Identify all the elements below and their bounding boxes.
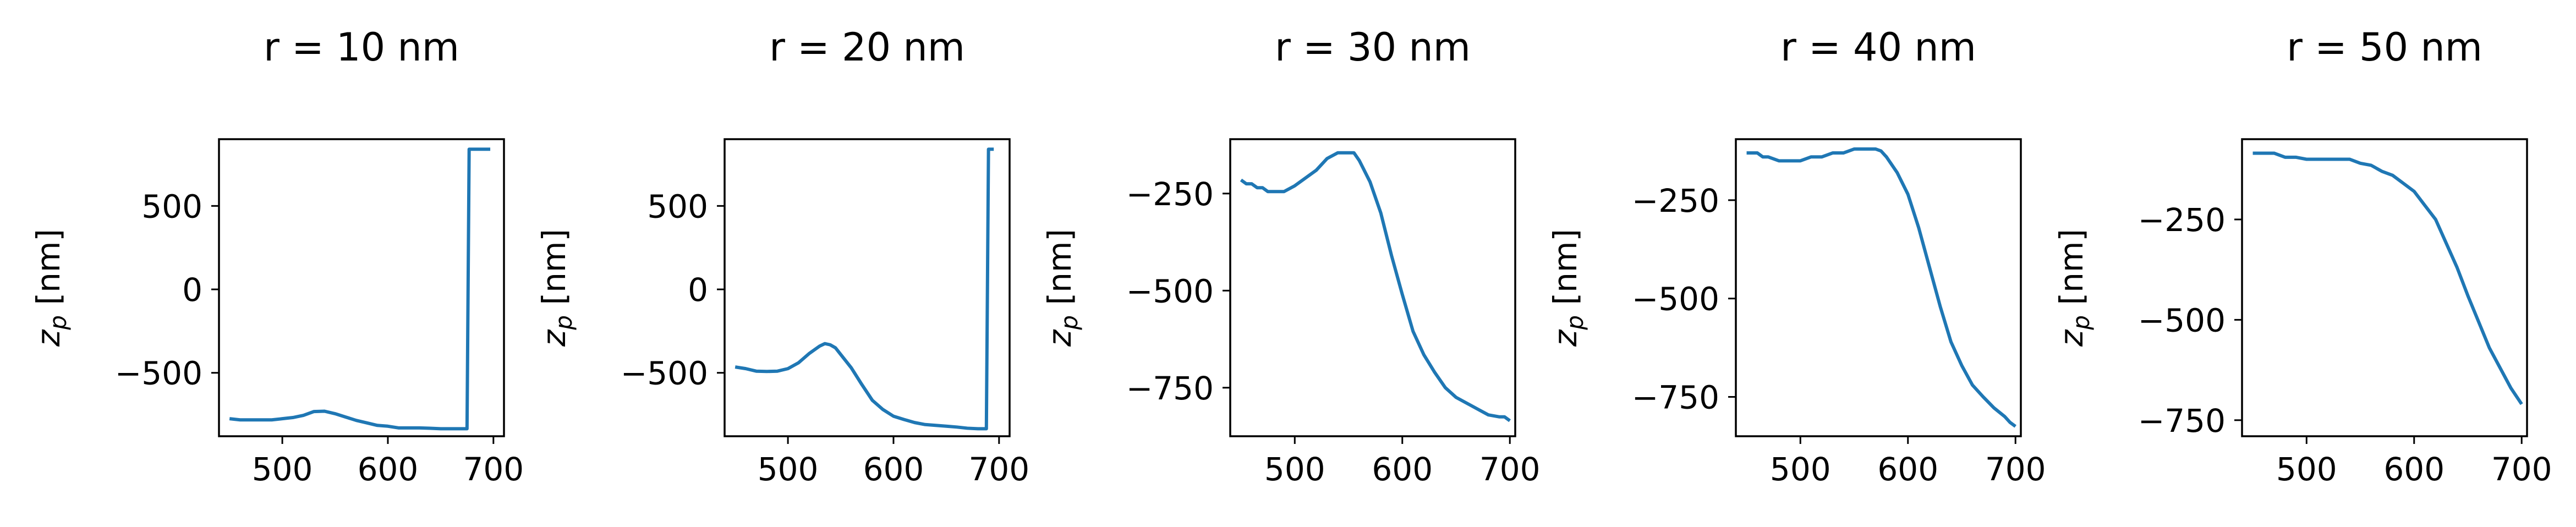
- y-tick-label: −750: [1126, 370, 1214, 407]
- x-tick-label: 600: [358, 451, 419, 488]
- y-tick-label: −500: [115, 355, 202, 392]
- series-line: [1746, 147, 2017, 428]
- y-label-unit: [nm]: [30, 229, 67, 315]
- x-tick-label: 700: [2491, 451, 2552, 488]
- y-tick-label: −500: [2138, 301, 2226, 339]
- x-tick-label: 500: [1264, 451, 1325, 488]
- x-tick-label: 700: [463, 451, 524, 488]
- panel-title: r = 10 nm: [264, 25, 459, 70]
- x-tick-label: 600: [863, 451, 924, 488]
- y-tick-label: 0: [688, 271, 708, 309]
- chart-panel-5: r = 50 nm 500 600 700 −750 −500 −250 zp [nm]: [2053, 25, 2552, 488]
- y-tick-label: −500: [1632, 281, 1719, 318]
- y-tick-label: −750: [1632, 378, 1719, 416]
- y-tick-label: 0: [182, 271, 202, 309]
- panel-title: r = 40 nm: [1780, 25, 1976, 70]
- x-tick-label: 600: [2383, 451, 2445, 488]
- axes-frame: [1735, 138, 2022, 437]
- chart-panel-4: r = 40 nm 500 600 700 −750 −500 −250 zp [nm]: [1547, 25, 2046, 488]
- x-tick-label: 700: [1479, 451, 1541, 488]
- panel-title: r = 50 nm: [2287, 25, 2482, 70]
- x-tick-label: 500: [758, 451, 819, 488]
- y-label-subscript: p: [550, 315, 577, 331]
- y-tick-label: −250: [1126, 175, 1214, 213]
- y-tick-label: −250: [1632, 182, 1719, 219]
- series-line: [2252, 151, 2523, 405]
- x-tick-label: 700: [968, 451, 1029, 488]
- y-label-unit: [nm]: [2053, 229, 2090, 315]
- x-tick-label: 500: [2276, 451, 2337, 488]
- x-tick-label: 500: [1770, 451, 1831, 488]
- y-label-subscript: p: [1561, 315, 1588, 331]
- chart-panel-1: r = 10 nm 500 600 700 −500 0 500 zp [nm]: [30, 25, 524, 488]
- y-label-subscript: p: [2068, 315, 2095, 331]
- panel-title: r = 20 nm: [769, 25, 965, 70]
- y-tick-label: 500: [647, 188, 708, 225]
- x-tick-label: 600: [1877, 451, 1938, 488]
- x-tick-label: 700: [1985, 451, 2046, 488]
- y-label-var: z: [1547, 329, 1584, 347]
- x-tick-label: 600: [1372, 451, 1433, 488]
- axes-frame: [218, 138, 505, 437]
- series-line: [735, 147, 994, 431]
- y-axis-label: zp [nm]: [535, 229, 577, 347]
- series-line: [229, 147, 491, 431]
- axes-frame: [1229, 138, 1516, 437]
- y-label-unit: [nm]: [1547, 229, 1584, 315]
- y-tick-label: 500: [141, 188, 202, 225]
- y-label-var: z: [30, 329, 67, 347]
- axes-frame: [724, 138, 1011, 437]
- x-tick-label: 500: [252, 451, 313, 488]
- y-label-unit: [nm]: [1041, 229, 1078, 315]
- axes-frame: [2241, 138, 2528, 437]
- y-label-subscript: p: [1056, 315, 1083, 331]
- y-axis-label: zp [nm]: [1041, 229, 1083, 347]
- panel-title: r = 30 nm: [1275, 25, 1471, 70]
- y-label-var: z: [2053, 329, 2090, 347]
- y-tick-label: −500: [621, 355, 708, 392]
- y-axis-label: zp [nm]: [1547, 229, 1588, 347]
- y-tick-label: −750: [2138, 402, 2226, 440]
- y-axis-label: zp [nm]: [30, 229, 72, 347]
- y-axis-label: zp [nm]: [2053, 229, 2095, 347]
- y-label-unit: [nm]: [535, 229, 573, 315]
- y-tick-label: −500: [1126, 272, 1214, 310]
- y-label-var: z: [1041, 329, 1078, 347]
- chart-panel-3: r = 30 nm 500 600 700 −750 −500 −250 zp [nm]: [1041, 25, 1541, 488]
- series-line: [1240, 151, 1511, 422]
- y-label-var: z: [535, 329, 573, 347]
- y-label-subscript: p: [45, 315, 72, 331]
- y-tick-label: −250: [2138, 201, 2226, 239]
- chart-panel-2: r = 20 nm 500 600 700 −500 0 500 zp [nm]: [535, 25, 1029, 488]
